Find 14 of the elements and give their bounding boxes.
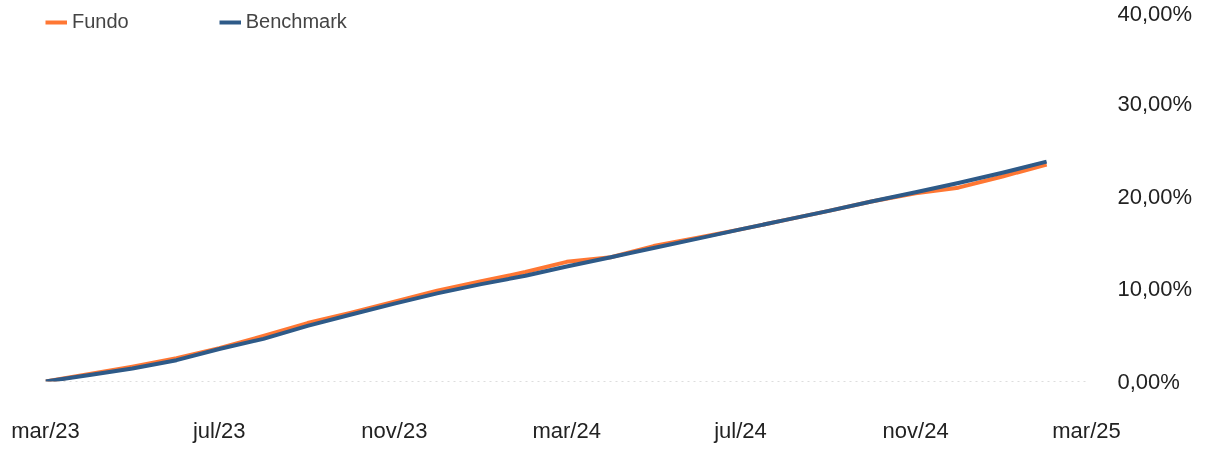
x-tick-label: mar/25 — [1052, 417, 1121, 443]
y-tick-label: 0,00% — [1117, 369, 1180, 394]
x-tick-label: mar/23 — [11, 417, 80, 443]
y-tick-label: 30,00% — [1117, 90, 1193, 116]
x-tick-label: nov/23 — [361, 417, 428, 443]
y-tick-label: 20,00% — [1117, 183, 1193, 209]
y-tick-label: 40,00% — [1117, 0, 1193, 26]
x-tick-label: mar/24 — [532, 417, 601, 443]
legend-label: Fundo — [72, 10, 129, 33]
x-tick-label: jul/24 — [713, 417, 767, 443]
x-tick-label: jul/23 — [191, 417, 246, 443]
y-tick-label: 10,00% — [1117, 276, 1193, 302]
x-tick-label: nov/24 — [882, 417, 949, 443]
legend-label: Benchmark — [245, 10, 347, 33]
